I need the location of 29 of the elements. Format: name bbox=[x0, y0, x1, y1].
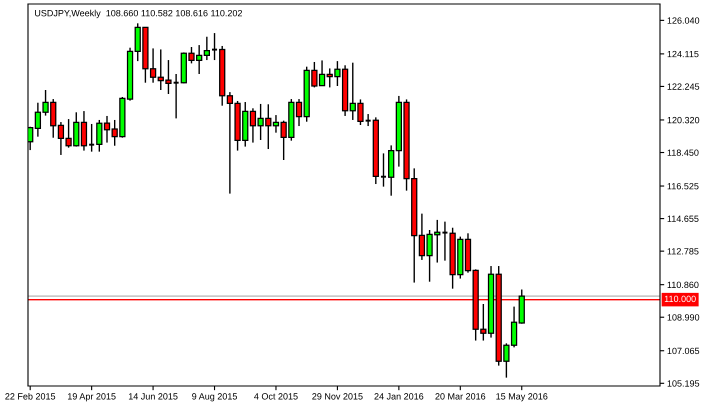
candlestick bbox=[211, 32, 218, 61]
candlestick bbox=[88, 123, 96, 152]
y-tick-label: 112.785 bbox=[668, 248, 699, 255]
y-tick-label: 108.990 bbox=[668, 314, 700, 321]
x-tick-label: 15 May 2016 bbox=[496, 393, 548, 402]
x-tick-label: 29 Nov 2015 bbox=[312, 393, 363, 400]
x-tick-label: 14 Jun 2015 bbox=[128, 393, 178, 400]
ref-line-label: 110.000 bbox=[664, 296, 696, 302]
text: USDJPY,Weekly 108.660 110.582 108.616 110.202 bbox=[35, 10, 242, 18]
x-tick-label: 20 Mar 2016 bbox=[435, 393, 486, 400]
y-tick-label: 122.245 bbox=[668, 83, 700, 90]
y-tick-label: 110.860 bbox=[668, 282, 699, 288]
y-tick-label: 107.065 bbox=[668, 348, 700, 354]
x-tick-label: 22 Feb 2015 bbox=[5, 392, 56, 400]
y-tick-label: 120.320 bbox=[668, 116, 700, 124]
y-tick-label: 118.450 bbox=[668, 149, 699, 156]
y-tick-label: 126.040 bbox=[668, 17, 700, 24]
candlestick bbox=[172, 73, 180, 120]
candlestick bbox=[380, 152, 387, 188]
y-tick-label: 105.195 bbox=[668, 380, 700, 387]
y-tick-label: 116.525 bbox=[668, 183, 699, 190]
x-tick-label: 4 Oct 2015 bbox=[254, 393, 298, 400]
candlestick bbox=[441, 220, 448, 262]
y-tick-label: 114.655 bbox=[668, 216, 699, 222]
x-tick-label: 9 Aug 2015 bbox=[192, 393, 237, 402]
y-tick-label: 124.115 bbox=[668, 50, 699, 58]
x-tick-label: 24 Jan 2016 bbox=[374, 393, 424, 400]
candlestick bbox=[364, 113, 372, 127]
x-tick-label: 19 Apr 2015 bbox=[68, 393, 116, 402]
